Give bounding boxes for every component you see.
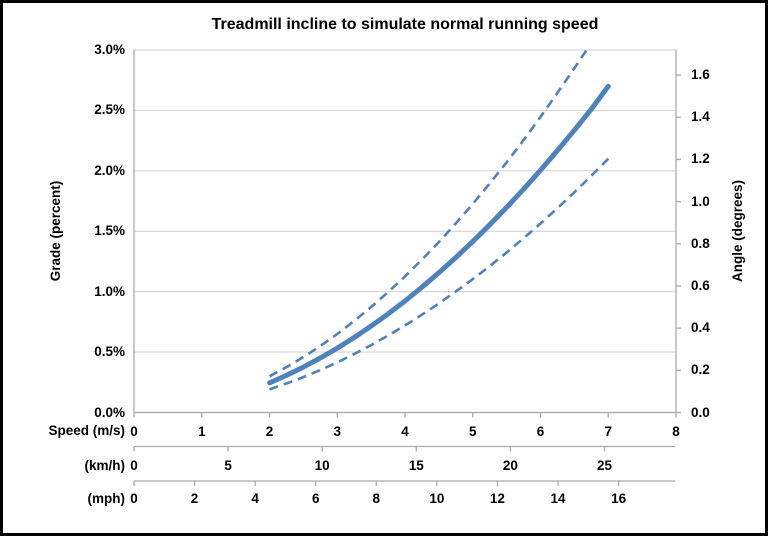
x-kmh-tick-label: 15 xyxy=(408,458,424,473)
y-right-tick-label: 1.4 xyxy=(691,109,710,125)
x-axis-mph-title: (mph) xyxy=(87,491,126,506)
y-left-tick-label: 2.0% xyxy=(94,162,125,178)
x-mph-tick-label: 6 xyxy=(311,491,320,506)
x-axis-ms-title: Speed (m/s) xyxy=(48,423,125,438)
chart-title: Treadmill incline to simulate normal run… xyxy=(211,16,599,33)
y-axis-right-title: Angle (degrees) xyxy=(730,179,745,283)
x-mph-tick-label: 4 xyxy=(251,491,259,506)
x-mph-tick-label: 2 xyxy=(190,491,199,506)
y-left-tick-label: 1.5% xyxy=(94,223,125,239)
plot-area xyxy=(133,49,681,486)
x-mph-tick-label: 0 xyxy=(130,491,138,506)
series-upper-dashed-bound xyxy=(268,49,588,378)
y-right-tick-label: 1.2 xyxy=(691,151,710,167)
x-kmh-tick-label: 5 xyxy=(224,458,232,473)
y-right-tick-label: 0.2 xyxy=(691,362,710,378)
y-right-tick-label: 1.6 xyxy=(691,67,710,83)
x-kmh-tick-label: 25 xyxy=(596,458,612,473)
y-left-tick-label: 3.0% xyxy=(94,42,125,57)
series-lower-dashed-bound xyxy=(269,157,610,391)
x-ms-tick-label: 1 xyxy=(197,424,206,439)
y-right-tick-label: 0.4 xyxy=(691,320,710,336)
x-mph-tick-label: 8 xyxy=(372,491,381,506)
y-left-tick-label: 1.0% xyxy=(94,283,125,299)
x-ms-tick-label: 8 xyxy=(672,424,680,439)
x-ms-tick-label: 6 xyxy=(536,424,545,439)
x-ms-tick-label: 0 xyxy=(130,424,138,439)
x-ms-tick-label: 4 xyxy=(401,424,409,439)
x-ms-tick-label: 5 xyxy=(468,424,477,439)
y-left-tick-label: 2.5% xyxy=(94,102,125,118)
x-mph-tick-label: 14 xyxy=(550,491,566,506)
y-right-tick-label: 0.0 xyxy=(691,404,710,420)
x-mph-tick-label: 12 xyxy=(489,491,505,506)
x-mph-tick-label: 16 xyxy=(611,491,627,506)
y-right-tick-label: 1.0 xyxy=(691,193,710,209)
x-ms-tick-label: 3 xyxy=(333,424,342,439)
y-left-tick-label: 0.5% xyxy=(94,344,125,360)
y-right-tick-label: 0.8 xyxy=(691,235,710,251)
x-axis-kmh-title: (km/h) xyxy=(84,458,126,473)
x-ms-tick-label: 7 xyxy=(604,424,613,439)
series-grade-estimate xyxy=(267,83,611,386)
x-ms-tick-label: 2 xyxy=(265,424,274,439)
x-mph-tick-label: 10 xyxy=(429,491,445,506)
y-left-tick-label: 0.0% xyxy=(94,404,125,420)
x-kmh-tick-label: 10 xyxy=(314,458,330,473)
y-right-tick-label: 0.6 xyxy=(691,277,710,293)
x-kmh-tick-label: 20 xyxy=(502,458,518,473)
x-kmh-tick-label: 0 xyxy=(130,458,138,473)
